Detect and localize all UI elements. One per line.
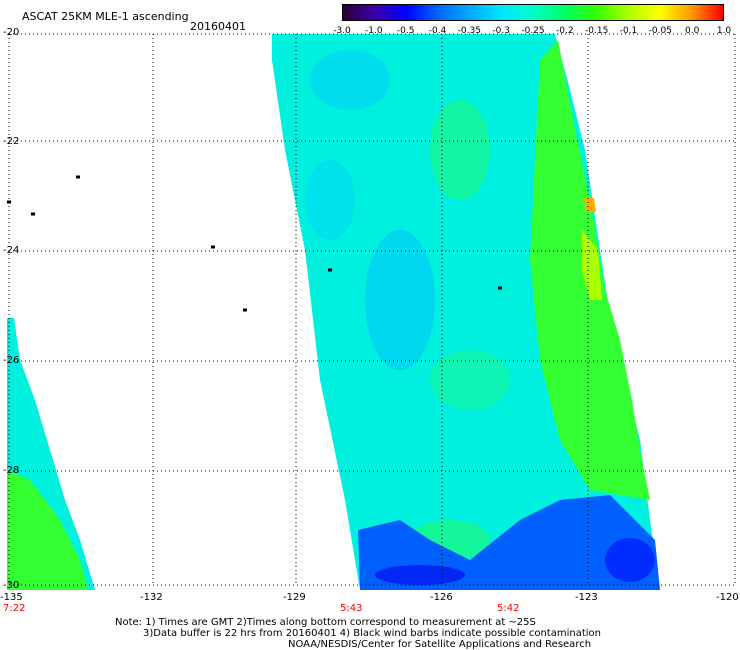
color-scale-tick-label: -0.5 (396, 26, 415, 36)
lat-label: -26 (3, 355, 20, 366)
note-line-2: 3)Data buffer is 22 hrs from 20160401 4)… (143, 628, 601, 639)
time-label: 5:43 (340, 603, 363, 614)
color-scale-tick-label: -0.35 (457, 26, 481, 36)
island-marker (7, 200, 11, 204)
lon-label: -132 (140, 592, 163, 603)
island-marker (498, 286, 502, 290)
yellow-green-patch (582, 230, 602, 300)
contamination-marks (7, 175, 502, 312)
blue-patch (365, 230, 435, 370)
color-scale-tick-label: -0.15 (585, 26, 609, 36)
note-line-3: NOAA/NESDIS/Center for Satellite Applica… (288, 639, 592, 650)
lat-label: -20 (3, 27, 20, 38)
lat-lon-grid (8, 33, 736, 586)
deep-blue-patch (605, 538, 655, 582)
color-scale-tick-label: -0.3 (492, 26, 510, 36)
green-patch (430, 100, 490, 200)
color-scale-bar (342, 4, 724, 21)
lat-label: -24 (3, 245, 20, 256)
color-scale-tick-label: 0.0 (684, 26, 700, 36)
lat-label: -22 (3, 136, 20, 147)
lat-label: -28 (3, 465, 20, 476)
color-scale-tick-label: -1.0 (365, 26, 383, 36)
blue-patch (310, 50, 390, 110)
color-scale-tick-label: 1.0 (716, 26, 732, 36)
color-scale-tick-label: -0.05 (648, 26, 672, 36)
west-green (7, 470, 88, 590)
lon-label: -120 (716, 592, 739, 603)
island-marker (243, 308, 247, 312)
blue-patch (305, 160, 355, 240)
color-scale-tick-label: -3.0 (333, 26, 351, 36)
color-scale-tick-label: -0.25 (521, 26, 545, 36)
island-marker (211, 245, 215, 249)
product-date: 20160401 (190, 20, 246, 33)
color-scale-tick-label: -0.1 (619, 26, 638, 36)
green-patch (430, 350, 510, 410)
lon-label: -123 (575, 592, 598, 603)
lon-label: -126 (430, 592, 453, 603)
lat-label: -30 (3, 580, 20, 591)
lon-label: -129 (283, 592, 306, 603)
product-title: ASCAT 25KM MLE-1 ascending (22, 10, 189, 23)
swath-layer (7, 34, 660, 590)
island-marker (31, 212, 35, 216)
color-scale-tick-label: -0.2 (556, 26, 574, 36)
note-line-1: Note: 1) Times are GMT 2)Times along bot… (115, 617, 536, 628)
time-label: 5:42 (497, 603, 520, 614)
island-marker (328, 268, 332, 272)
lon-label: -135 (0, 592, 23, 603)
orange-patch (584, 198, 596, 212)
deep-blue-patch (375, 565, 465, 585)
island-marker (76, 175, 80, 179)
time-label: 7:22 (3, 603, 26, 614)
color-scale-tick-label: -0.4 (428, 26, 447, 36)
